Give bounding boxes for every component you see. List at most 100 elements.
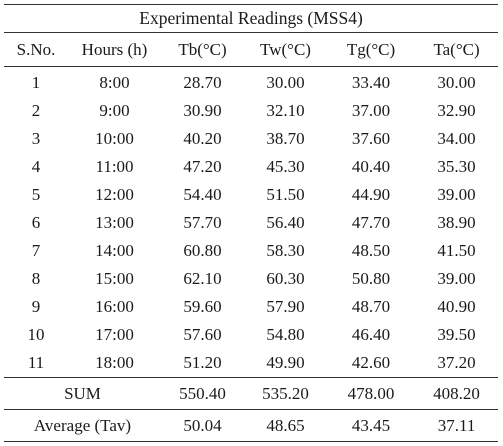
sum-tw: 535.20 bbox=[244, 377, 327, 410]
cell-tg: 42.60 bbox=[351, 353, 391, 372]
cell-tb: 60.80 bbox=[183, 241, 222, 260]
cell-tb: 47.20 bbox=[183, 157, 222, 176]
header-ta: Ta(°C) bbox=[415, 32, 499, 67]
cell-ta: 32.90 bbox=[437, 101, 476, 120]
cell-sno: 8 bbox=[31, 269, 41, 288]
cell-sno: 9 bbox=[31, 297, 41, 316]
cell-tw: 58.30 bbox=[266, 241, 305, 260]
sum-row: SUM 550.40 535.20 478.00 408.20 bbox=[4, 377, 499, 410]
header-tb: Tb(°C) bbox=[161, 32, 244, 67]
table-row: 9 16:00 59.60 57.90 48.70 40.90 bbox=[4, 293, 498, 321]
cell-sno: 2 bbox=[31, 101, 41, 120]
cell-tg: 37.60 bbox=[351, 129, 391, 148]
cell-tw: 30.00 bbox=[266, 73, 305, 92]
cell-ta: 30.00 bbox=[437, 73, 476, 92]
cell-hours: 10:00 bbox=[95, 129, 134, 148]
cell-tb: 51.20 bbox=[183, 353, 222, 372]
table-row: 4 11:00 47.20 45.30 40.40 35.30 bbox=[4, 153, 498, 181]
cell-tw: 49.90 bbox=[266, 353, 305, 372]
header-hours: Hours (h) bbox=[68, 32, 161, 67]
cell-hours: 15:00 bbox=[95, 269, 134, 288]
cell-tb: 30.90 bbox=[183, 101, 222, 120]
cell-sno: 3 bbox=[31, 129, 41, 148]
cell-sno: 7 bbox=[31, 241, 41, 260]
header-tw: Tw(°C) bbox=[244, 32, 327, 67]
cell-sno: 1 bbox=[31, 73, 41, 92]
column-header-row: S.No. Hours (h) Tb(°C) Tw(°C) Tg(°C) Ta(… bbox=[4, 32, 499, 67]
cell-ta: 37.20 bbox=[437, 353, 476, 372]
cell-tw: 32.10 bbox=[266, 101, 305, 120]
header-sno: S.No. bbox=[4, 32, 68, 67]
cell-tb: 40.20 bbox=[183, 129, 222, 148]
cell-tb: 28.70 bbox=[183, 73, 222, 92]
cell-hours: 11:00 bbox=[95, 157, 134, 176]
cell-hours: 9:00 bbox=[99, 101, 130, 120]
table-row: 10 17:00 57.60 54.80 46.40 39.50 bbox=[4, 321, 498, 349]
cell-hours: 14:00 bbox=[95, 241, 134, 260]
cell-sno: 4 bbox=[31, 157, 41, 176]
cell-hours: 16:00 bbox=[95, 297, 134, 316]
cell-tb: 59.60 bbox=[183, 297, 222, 316]
cell-sno: 5 bbox=[31, 185, 41, 204]
cell-hours: 18:00 bbox=[95, 353, 134, 372]
cell-tw: 56.40 bbox=[266, 213, 305, 232]
cell-tg: 47.70 bbox=[351, 213, 391, 232]
cell-tg: 33.40 bbox=[351, 73, 391, 92]
table-row: 3 10:00 40.20 38.70 37.60 34.00 bbox=[4, 125, 498, 153]
cell-ta: 35.30 bbox=[437, 157, 476, 176]
cell-hours: 8:00 bbox=[99, 73, 130, 92]
table-row: 11 18:00 51.20 49.90 42.60 37.20 bbox=[4, 349, 498, 378]
average-tb: 50.04 bbox=[161, 409, 244, 442]
cell-tw: 51.50 bbox=[266, 185, 305, 204]
table-body: 1 8:00 28.70 30.00 33.40 30.00 2 9:00 30.90 32.10… bbox=[4, 67, 498, 378]
cell-hours: 12:00 bbox=[95, 185, 134, 204]
cell-ta: 34.00 bbox=[437, 129, 476, 148]
cell-ta: 39.00 bbox=[437, 185, 476, 204]
sum-ta: 408.20 bbox=[415, 377, 499, 410]
cell-tb: 57.70 bbox=[183, 213, 222, 232]
cell-tg: 37.00 bbox=[351, 101, 391, 120]
sum-tb: 550.40 bbox=[161, 377, 244, 410]
sum-tg: 478.00 bbox=[327, 377, 415, 410]
cell-tw: 60.30 bbox=[266, 269, 305, 288]
cell-tb: 62.10 bbox=[183, 269, 222, 288]
cell-tg: 48.70 bbox=[351, 297, 391, 316]
cell-tw: 45.30 bbox=[266, 157, 305, 176]
cell-tg: 46.40 bbox=[351, 325, 391, 344]
cell-tg: 40.40 bbox=[351, 157, 391, 176]
readings-table-container: Experimental Readings (MSS4) S.No. Hours… bbox=[4, 4, 499, 442]
table-row: 5 12:00 54.40 51.50 44.90 39.00 bbox=[4, 181, 498, 209]
cell-tg: 44.90 bbox=[351, 185, 391, 204]
average-row: Average (Tav) 50.04 48.65 43.45 37.11 bbox=[4, 409, 499, 442]
cell-ta: 39.50 bbox=[437, 325, 476, 344]
cell-sno: 11 bbox=[27, 353, 45, 372]
table-row: 7 14:00 60.80 58.30 48.50 41.50 bbox=[4, 237, 498, 265]
header-tg: Tg(°C) bbox=[327, 32, 415, 67]
cell-hours: 13:00 bbox=[95, 213, 134, 232]
cell-tw: 57.90 bbox=[266, 297, 305, 316]
cell-tg: 50.80 bbox=[351, 269, 391, 288]
average-tw: 48.65 bbox=[244, 409, 327, 442]
average-ta: 37.11 bbox=[415, 409, 499, 442]
experimental-readings-table: Experimental Readings (MSS4) S.No. Hours… bbox=[4, 4, 499, 442]
table-row: 2 9:00 30.90 32.10 37.00 32.90 bbox=[4, 97, 498, 125]
cell-ta: 40.90 bbox=[437, 297, 476, 316]
cell-ta: 41.50 bbox=[437, 241, 476, 260]
cell-hours: 17:00 bbox=[95, 325, 134, 344]
cell-sno: 10 bbox=[27, 325, 45, 344]
table-row: 6 13:00 57.70 56.40 47.70 38.90 bbox=[4, 209, 498, 237]
cell-tw: 54.80 bbox=[266, 325, 305, 344]
cell-ta: 38.90 bbox=[437, 213, 476, 232]
cell-tg: 48.50 bbox=[351, 241, 391, 260]
cell-tb: 57.60 bbox=[183, 325, 222, 344]
cell-tw: 38.70 bbox=[266, 129, 305, 148]
table-row: 8 15:00 62.10 60.30 50.80 39.00 bbox=[4, 265, 498, 293]
table-title: Experimental Readings (MSS4) bbox=[4, 4, 499, 33]
cell-tb: 54.40 bbox=[183, 185, 222, 204]
table-row: 1 8:00 28.70 30.00 33.40 30.00 bbox=[4, 67, 498, 98]
average-tg: 43.45 bbox=[327, 409, 415, 442]
average-label: Average (Tav) bbox=[4, 409, 161, 442]
sum-label: SUM bbox=[4, 377, 161, 410]
cell-sno: 6 bbox=[31, 213, 41, 232]
cell-ta: 39.00 bbox=[437, 269, 476, 288]
